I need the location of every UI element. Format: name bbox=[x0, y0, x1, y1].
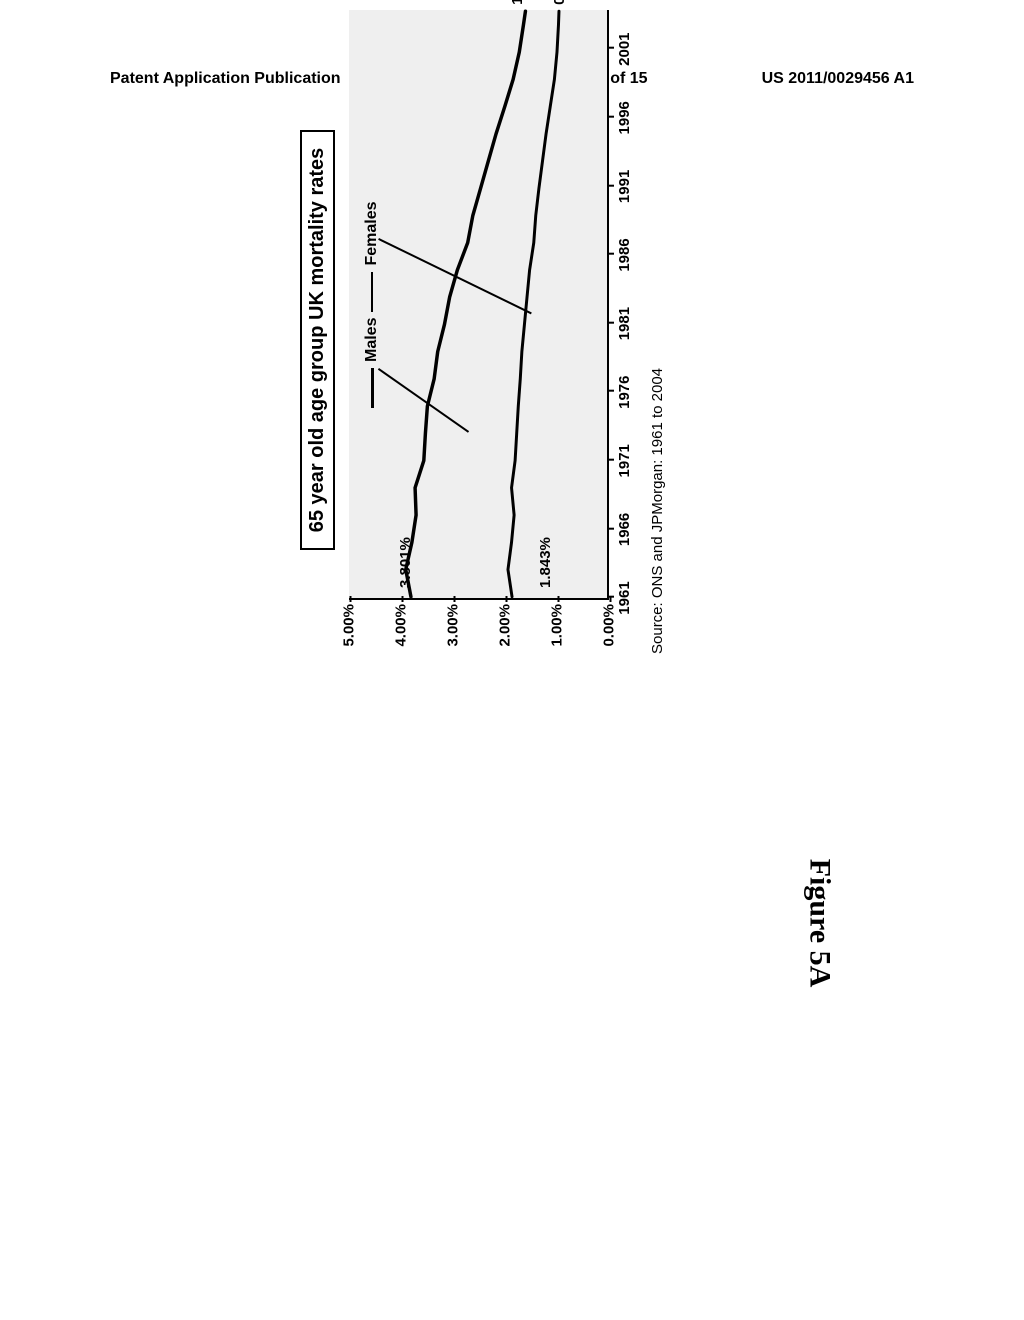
females-end-label: 0.935% bbox=[551, 0, 568, 5]
ytick: 3.00% bbox=[445, 604, 462, 674]
ytick: 0.00% bbox=[601, 604, 618, 674]
chart-source: Source: ONS and JPMorgan: 1961 to 2004 bbox=[649, 20, 666, 654]
females-start-label: 1.843% bbox=[537, 537, 554, 588]
header-right: US 2011/0029456 A1 bbox=[762, 70, 914, 88]
ytick: 1.00% bbox=[549, 604, 566, 674]
xtick: 1981 bbox=[616, 307, 633, 340]
legend-males-line bbox=[371, 368, 374, 408]
males-start-label: 3.801% bbox=[397, 537, 414, 588]
series-males bbox=[406, 11, 526, 596]
plot-area: Males Females 3.801% 1.583% 1.843% 0.935… bbox=[349, 10, 609, 600]
xtick: 1976 bbox=[616, 376, 633, 409]
mortality-chart: 65 year old age group UK mortality rates… bbox=[300, 20, 730, 660]
ytick: 4.00% bbox=[393, 604, 410, 674]
legend-males-label: Males bbox=[363, 318, 381, 362]
xtick: 1996 bbox=[616, 101, 633, 134]
males-end-label: 1.583% bbox=[509, 0, 526, 5]
xtick: 1971 bbox=[616, 444, 633, 477]
legend: Males Females bbox=[363, 201, 381, 408]
chart-lines bbox=[349, 10, 607, 598]
xtick: 2001 bbox=[616, 32, 633, 65]
xtick: 1966 bbox=[616, 513, 633, 546]
chart-title: 65 year old age group UK mortality rates bbox=[300, 130, 335, 550]
xtick: 1991 bbox=[616, 170, 633, 203]
figure-label: Figure 5A bbox=[803, 859, 837, 988]
legend-females-line bbox=[371, 272, 373, 312]
xtick: 1986 bbox=[616, 238, 633, 271]
ytick: 2.00% bbox=[497, 604, 514, 674]
ytick: 5.00% bbox=[341, 604, 358, 674]
xtick: 1961 bbox=[616, 581, 633, 614]
legend-females-label: Females bbox=[363, 201, 381, 265]
